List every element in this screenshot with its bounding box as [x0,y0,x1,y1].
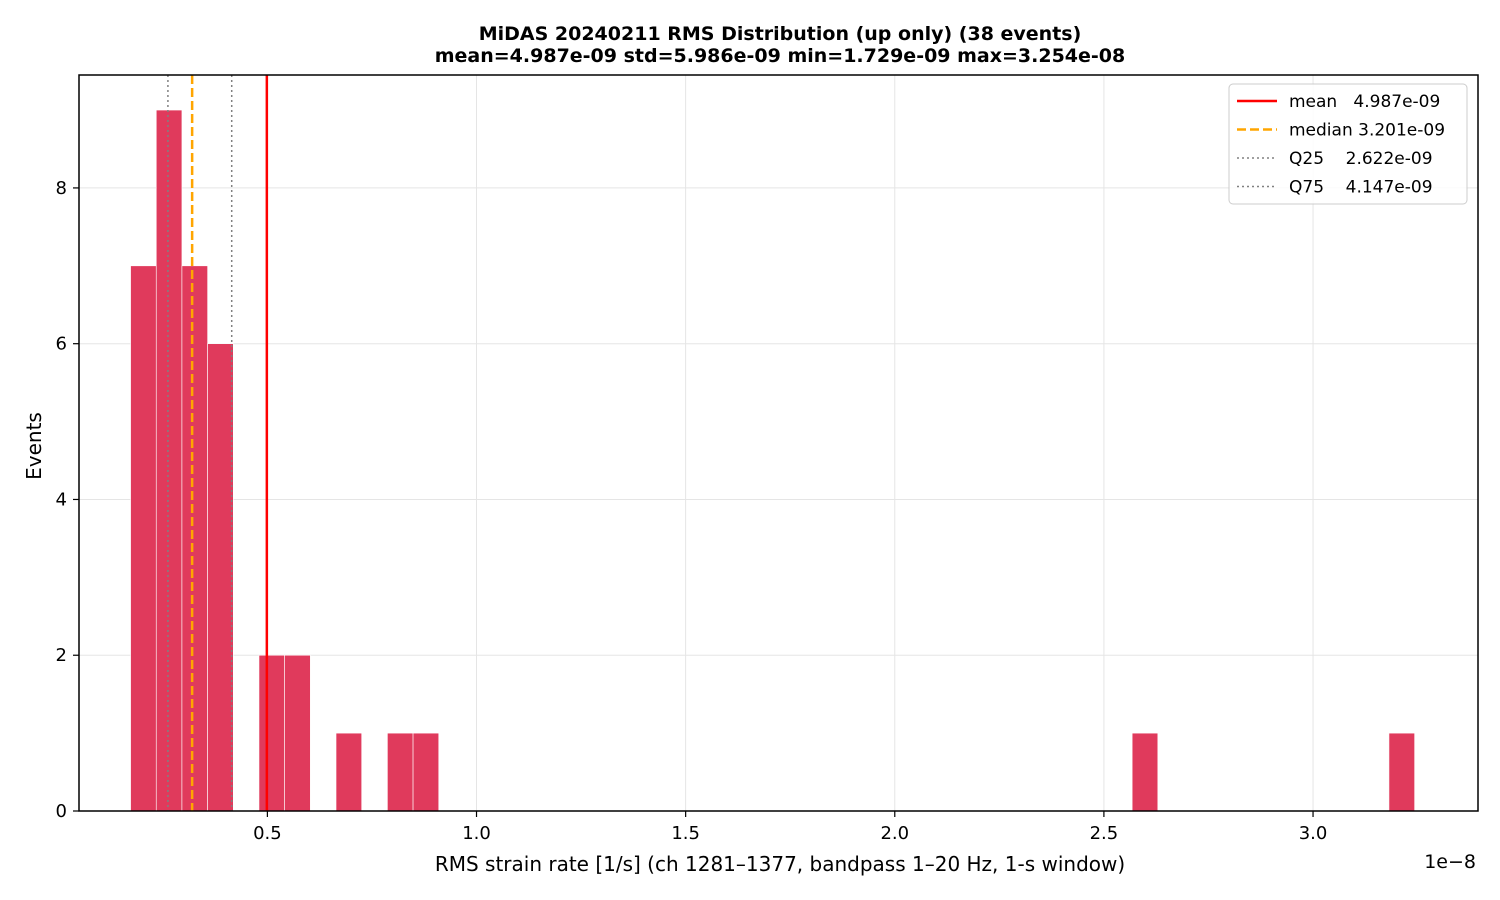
histogram-bar [130,265,157,812]
histogram-bars [130,109,1415,812]
histogram-bar [258,654,285,812]
x-tick-label: 2.0 [880,823,909,844]
y-tick-label: 2 [56,645,67,666]
legend-median-label: median 3.201e-09 [1289,121,1445,141]
y-tick-label: 6 [56,334,67,355]
x-axis-ticks: 0.5 1.0 1.5 2.0 2.5 3.0 [253,811,1327,844]
histogram-bar [155,109,183,812]
y-tick-label: 8 [56,178,67,199]
histogram-bar [335,732,363,812]
y-axis-ticks: 0 2 4 6 8 [56,178,79,822]
chart-title: MiDAS 20240211 RMS Distribution (up only… [479,23,1082,45]
legend-entries: mean 4.987e-09 median 3.201e-09 Q25 2.622e… [1237,92,1445,198]
histogram-bar [387,732,414,812]
plot-frame [78,74,1479,812]
histogram-bar [1131,732,1159,812]
histogram-bar [1388,732,1415,812]
x-tick-label: 1.0 [462,823,491,844]
histogram-bar [207,343,234,812]
statistic-lines [167,75,269,811]
chart-subtitle: mean=4.987e-09 std=5.986e-09 min=1.729e-… [435,45,1126,67]
x-tick-label: 2.5 [1090,823,1119,844]
legend-box [1228,83,1468,205]
legend: mean 4.987e-09 median 3.201e-09 Q25 2.622e… [1228,83,1468,205]
legend-q25-label: Q25 2.622e-09 [1289,149,1433,169]
histogram-bar [284,654,311,812]
x-axis-label: RMS strain rate [1/s] (ch 1281–1377, ban… [435,852,1125,876]
y-tick-label: 0 [56,801,67,822]
x-tick-label: 0.5 [253,823,282,844]
legend-mean-label: mean 4.987e-09 [1289,92,1440,112]
histogram-bar [181,265,208,812]
x-axis-offset-label: 1e−8 [1424,851,1476,873]
y-tick-label: 4 [56,489,67,510]
x-tick-label: 1.5 [671,823,700,844]
histogram-bar [412,732,440,812]
legend-q75-label: Q75 4.147e-09 [1289,178,1433,198]
y-axis-label: Events [22,412,46,480]
x-tick-label: 3.0 [1299,823,1328,844]
